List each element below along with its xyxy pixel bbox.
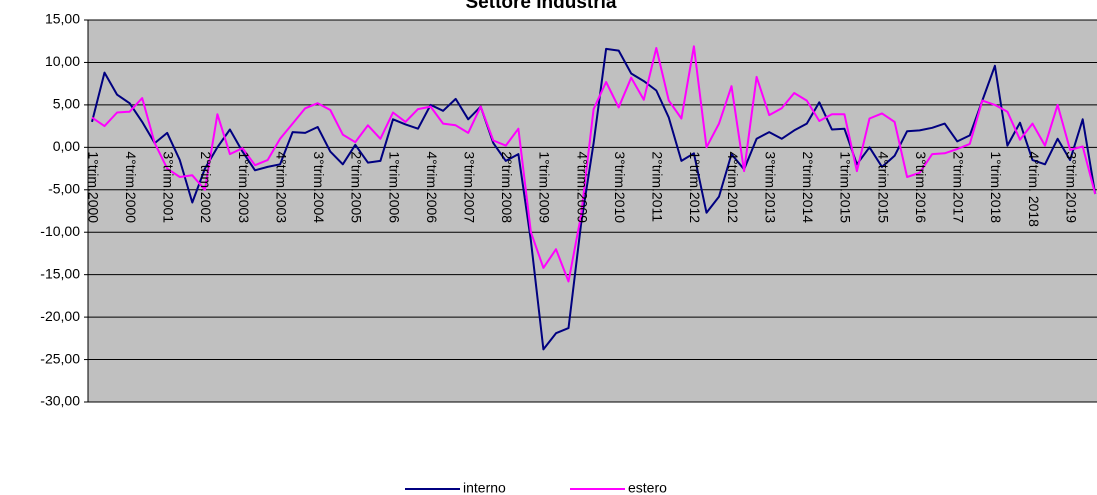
chart-title: Settore Industria [466,0,617,13]
x-tick-label: 4°trim.2006 [424,151,440,223]
x-tick-label: 3°trim.2007 [461,151,477,223]
x-tick-label: 4°trim.2000 [123,151,139,223]
x-tick-label: 2°trim.2005 [349,151,365,223]
y-tick-label: -5,00 [48,180,80,196]
x-tick-label: 4°trim.2009 [574,151,590,223]
x-tick-label: 4°trim. 2018 [1026,151,1042,227]
lines [91,45,1097,351]
series-line [91,47,1097,351]
y-tick-label: 5,00 [53,96,80,112]
x-tick-label: 2°trim.2017 [951,151,967,223]
x-tick-label: 2°trim.2008 [499,151,515,223]
y-tick-label: -30,00 [40,393,80,409]
x-tick-label: 3°trim.2001 [161,151,177,223]
legend-label: estero [628,480,667,495]
y-tick-label: 10,00 [45,53,80,69]
x-tick-label: 3°trim.2010 [612,151,628,223]
x-tick-label: 1°trim.2012 [687,151,703,223]
grid [84,19,1097,403]
y-tick-label: -20,00 [40,308,80,324]
x-tick-label: 4°trim.2003 [273,151,289,223]
y-tick-label: -10,00 [40,223,80,239]
x-tick-label: 1°trim.2009 [537,151,553,223]
x-tick-label: 3°trim.2016 [913,151,929,223]
x-tick-label: 1°trim.2003 [236,151,252,223]
x-tick-label: 2°trim.2014 [800,151,816,223]
y-tick-label: -25,00 [40,350,80,366]
x-tick-label: 3°trim.2004 [311,151,327,223]
x-tick-label: 3°trim.2013 [762,151,778,223]
legend: interno estero [405,480,667,495]
y-tick-label: 0,00 [53,138,80,154]
series-line [91,45,1097,283]
x-tick-label: 3°trim.2019 [1063,151,1079,223]
y-tick-label: -15,00 [40,265,80,281]
x-tick-label: 2°trim.2002 [198,151,214,223]
x-tick-label: 1°trim.2018 [988,151,1004,223]
legend-label: interno [463,480,506,495]
y-tick-label: 15,00 [45,11,80,27]
labels: -30,00 -25,00 -20,00 -15,00 -10,00 -5,00 0,00 5… [40,11,1079,409]
x-tick-label: 1°trim.2006 [386,151,402,223]
x-tick-label: 4°trim.2012 [725,151,741,223]
plot-area [87,19,1097,403]
x-tick-label: 4°trim.2015 [875,151,891,223]
x-tick-label: 2°trim.2011 [650,151,666,222]
x-tick-label: 1°trim.2000 [85,151,101,223]
x-tick-label: 1°trim.2015 [838,151,854,223]
